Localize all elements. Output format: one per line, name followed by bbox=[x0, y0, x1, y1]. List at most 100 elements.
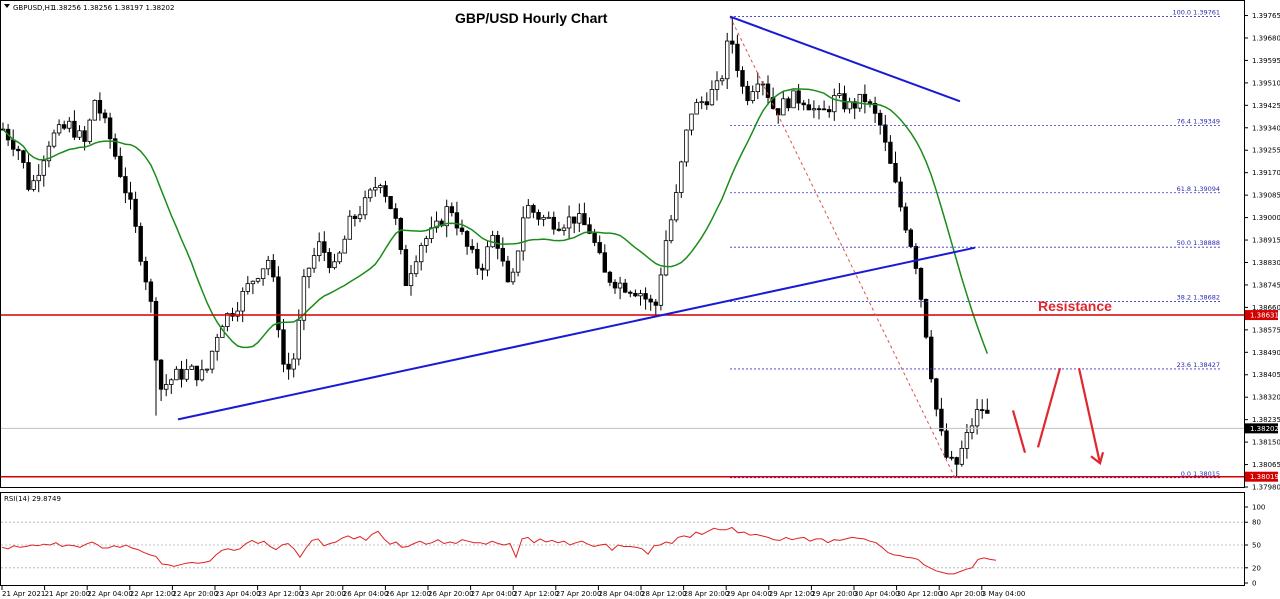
price-tick-label: 1.38660 bbox=[1252, 304, 1280, 312]
candle-body bbox=[250, 280, 256, 285]
time-tick-label: 29 Apr 12:00 bbox=[769, 590, 815, 598]
candle-body bbox=[123, 176, 128, 194]
time-tick-label: 27 Apr 04:00 bbox=[471, 590, 517, 598]
price-tag bbox=[1245, 310, 1278, 321]
candle-body bbox=[765, 83, 771, 98]
price-tag-label: 1.38202 bbox=[1250, 425, 1279, 433]
candle-body bbox=[36, 174, 41, 182]
candle-body bbox=[954, 457, 959, 465]
price-tick-label: 1.38235 bbox=[1252, 416, 1280, 424]
candle-body bbox=[342, 238, 347, 254]
candle-body bbox=[459, 227, 465, 232]
candle-body bbox=[679, 161, 684, 193]
time-tick-label: 21 Apr 2021 bbox=[2, 590, 45, 598]
candle-body bbox=[347, 215, 352, 240]
candle-body bbox=[663, 240, 669, 276]
price-tick-label: 1.38320 bbox=[1252, 394, 1280, 402]
fib-level-label: 0.0 1.38015 bbox=[1181, 470, 1220, 478]
candle-body bbox=[974, 409, 980, 427]
time-tick-label: 23 Apr 12:00 bbox=[258, 590, 304, 598]
price-tick-label: 1.37980 bbox=[1252, 484, 1280, 492]
candle-body bbox=[158, 359, 164, 390]
time-tick-label: 28 Apr 12:00 bbox=[641, 590, 687, 598]
candle-body bbox=[980, 409, 985, 412]
price-tick-label: 1.39680 bbox=[1252, 34, 1280, 42]
candle-body bbox=[969, 425, 975, 433]
price-tick-label: 1.38575 bbox=[1252, 326, 1280, 334]
rsi-tick-label: 100 bbox=[1252, 504, 1265, 512]
candle-body bbox=[832, 95, 837, 113]
rsi-tick-label: 80 bbox=[1252, 519, 1261, 527]
candle-body bbox=[148, 281, 154, 302]
candle-body bbox=[750, 91, 755, 102]
time-tick-label: 29 Apr 04:00 bbox=[726, 590, 772, 598]
resistance-trendline bbox=[729, 15, 961, 103]
price-tag-label: 1.38019 bbox=[1250, 473, 1279, 481]
candle-body bbox=[714, 80, 720, 90]
chart-dropdown-icon[interactable] bbox=[4, 4, 10, 8]
time-tick-label: 22 Apr 04:00 bbox=[87, 590, 133, 598]
fibonacci-diagonal-line bbox=[729, 16, 956, 478]
candle-body bbox=[245, 283, 250, 292]
candle-body bbox=[240, 291, 245, 312]
candle-body bbox=[597, 242, 602, 254]
candle-body bbox=[648, 298, 653, 303]
candle-body bbox=[556, 228, 562, 231]
candle-body bbox=[704, 101, 709, 106]
candle-body bbox=[500, 247, 505, 262]
candle-body bbox=[62, 124, 67, 129]
time-tick-label: 26 Apr 20:00 bbox=[428, 590, 474, 598]
candle-body bbox=[888, 141, 893, 164]
candle-body bbox=[730, 40, 735, 45]
candle-body bbox=[719, 78, 725, 82]
time-tick-label: 22 Apr 12:00 bbox=[130, 590, 176, 598]
candle-body bbox=[337, 252, 342, 263]
forecast-arrow-segment bbox=[1011, 410, 1027, 453]
candle-body bbox=[21, 150, 26, 163]
price-tags-group: 1.38631 1.38202 1.38019 bbox=[1245, 310, 1279, 482]
time-tick-label: 30 Apr 20:00 bbox=[939, 590, 985, 598]
candle-body bbox=[725, 40, 730, 80]
candle-body bbox=[612, 281, 618, 289]
candle-body bbox=[628, 291, 633, 294]
candle-body bbox=[857, 93, 862, 109]
candle-body bbox=[944, 430, 949, 458]
candle-body bbox=[893, 162, 898, 183]
candle-body bbox=[918, 268, 924, 300]
candle-body bbox=[541, 217, 546, 220]
candle-body bbox=[684, 129, 689, 163]
price-tick-label: 1.39510 bbox=[1252, 79, 1280, 87]
candle-body bbox=[316, 241, 322, 256]
candle-body bbox=[791, 90, 796, 109]
price-tick-label: 1.38830 bbox=[1252, 259, 1280, 267]
fib-level-label: 76.4 1.39349 bbox=[1177, 117, 1220, 125]
candle-body bbox=[153, 300, 159, 361]
fib-level-label: 61.8 1.39094 bbox=[1177, 185, 1220, 193]
candle-body bbox=[607, 271, 613, 283]
candle-body bbox=[383, 185, 388, 197]
candle-body bbox=[107, 117, 113, 140]
candle-body bbox=[403, 249, 409, 287]
time-tick-label: 23 Apr 04:00 bbox=[215, 590, 261, 598]
candle-body bbox=[113, 138, 118, 157]
candle-body bbox=[786, 98, 791, 109]
candle-body bbox=[143, 260, 148, 283]
arrows-group bbox=[1011, 367, 1105, 466]
candle-body bbox=[883, 124, 888, 143]
candle-body bbox=[87, 119, 92, 142]
candle-body bbox=[821, 108, 827, 111]
candle-body bbox=[776, 108, 781, 116]
candle-body bbox=[306, 267, 312, 278]
candle-body bbox=[699, 101, 704, 104]
candle-body bbox=[174, 368, 179, 381]
candle-body bbox=[189, 365, 194, 370]
candle-body bbox=[41, 160, 46, 176]
rsi-tick-label: 50 bbox=[1252, 542, 1261, 550]
time-tick-label: 22 Apr 20:00 bbox=[172, 590, 218, 598]
candle-body bbox=[781, 98, 786, 116]
candle-body bbox=[352, 215, 358, 219]
price-tick-label: 1.38915 bbox=[1252, 237, 1280, 245]
price-tick-label: 1.39000 bbox=[1252, 214, 1280, 222]
